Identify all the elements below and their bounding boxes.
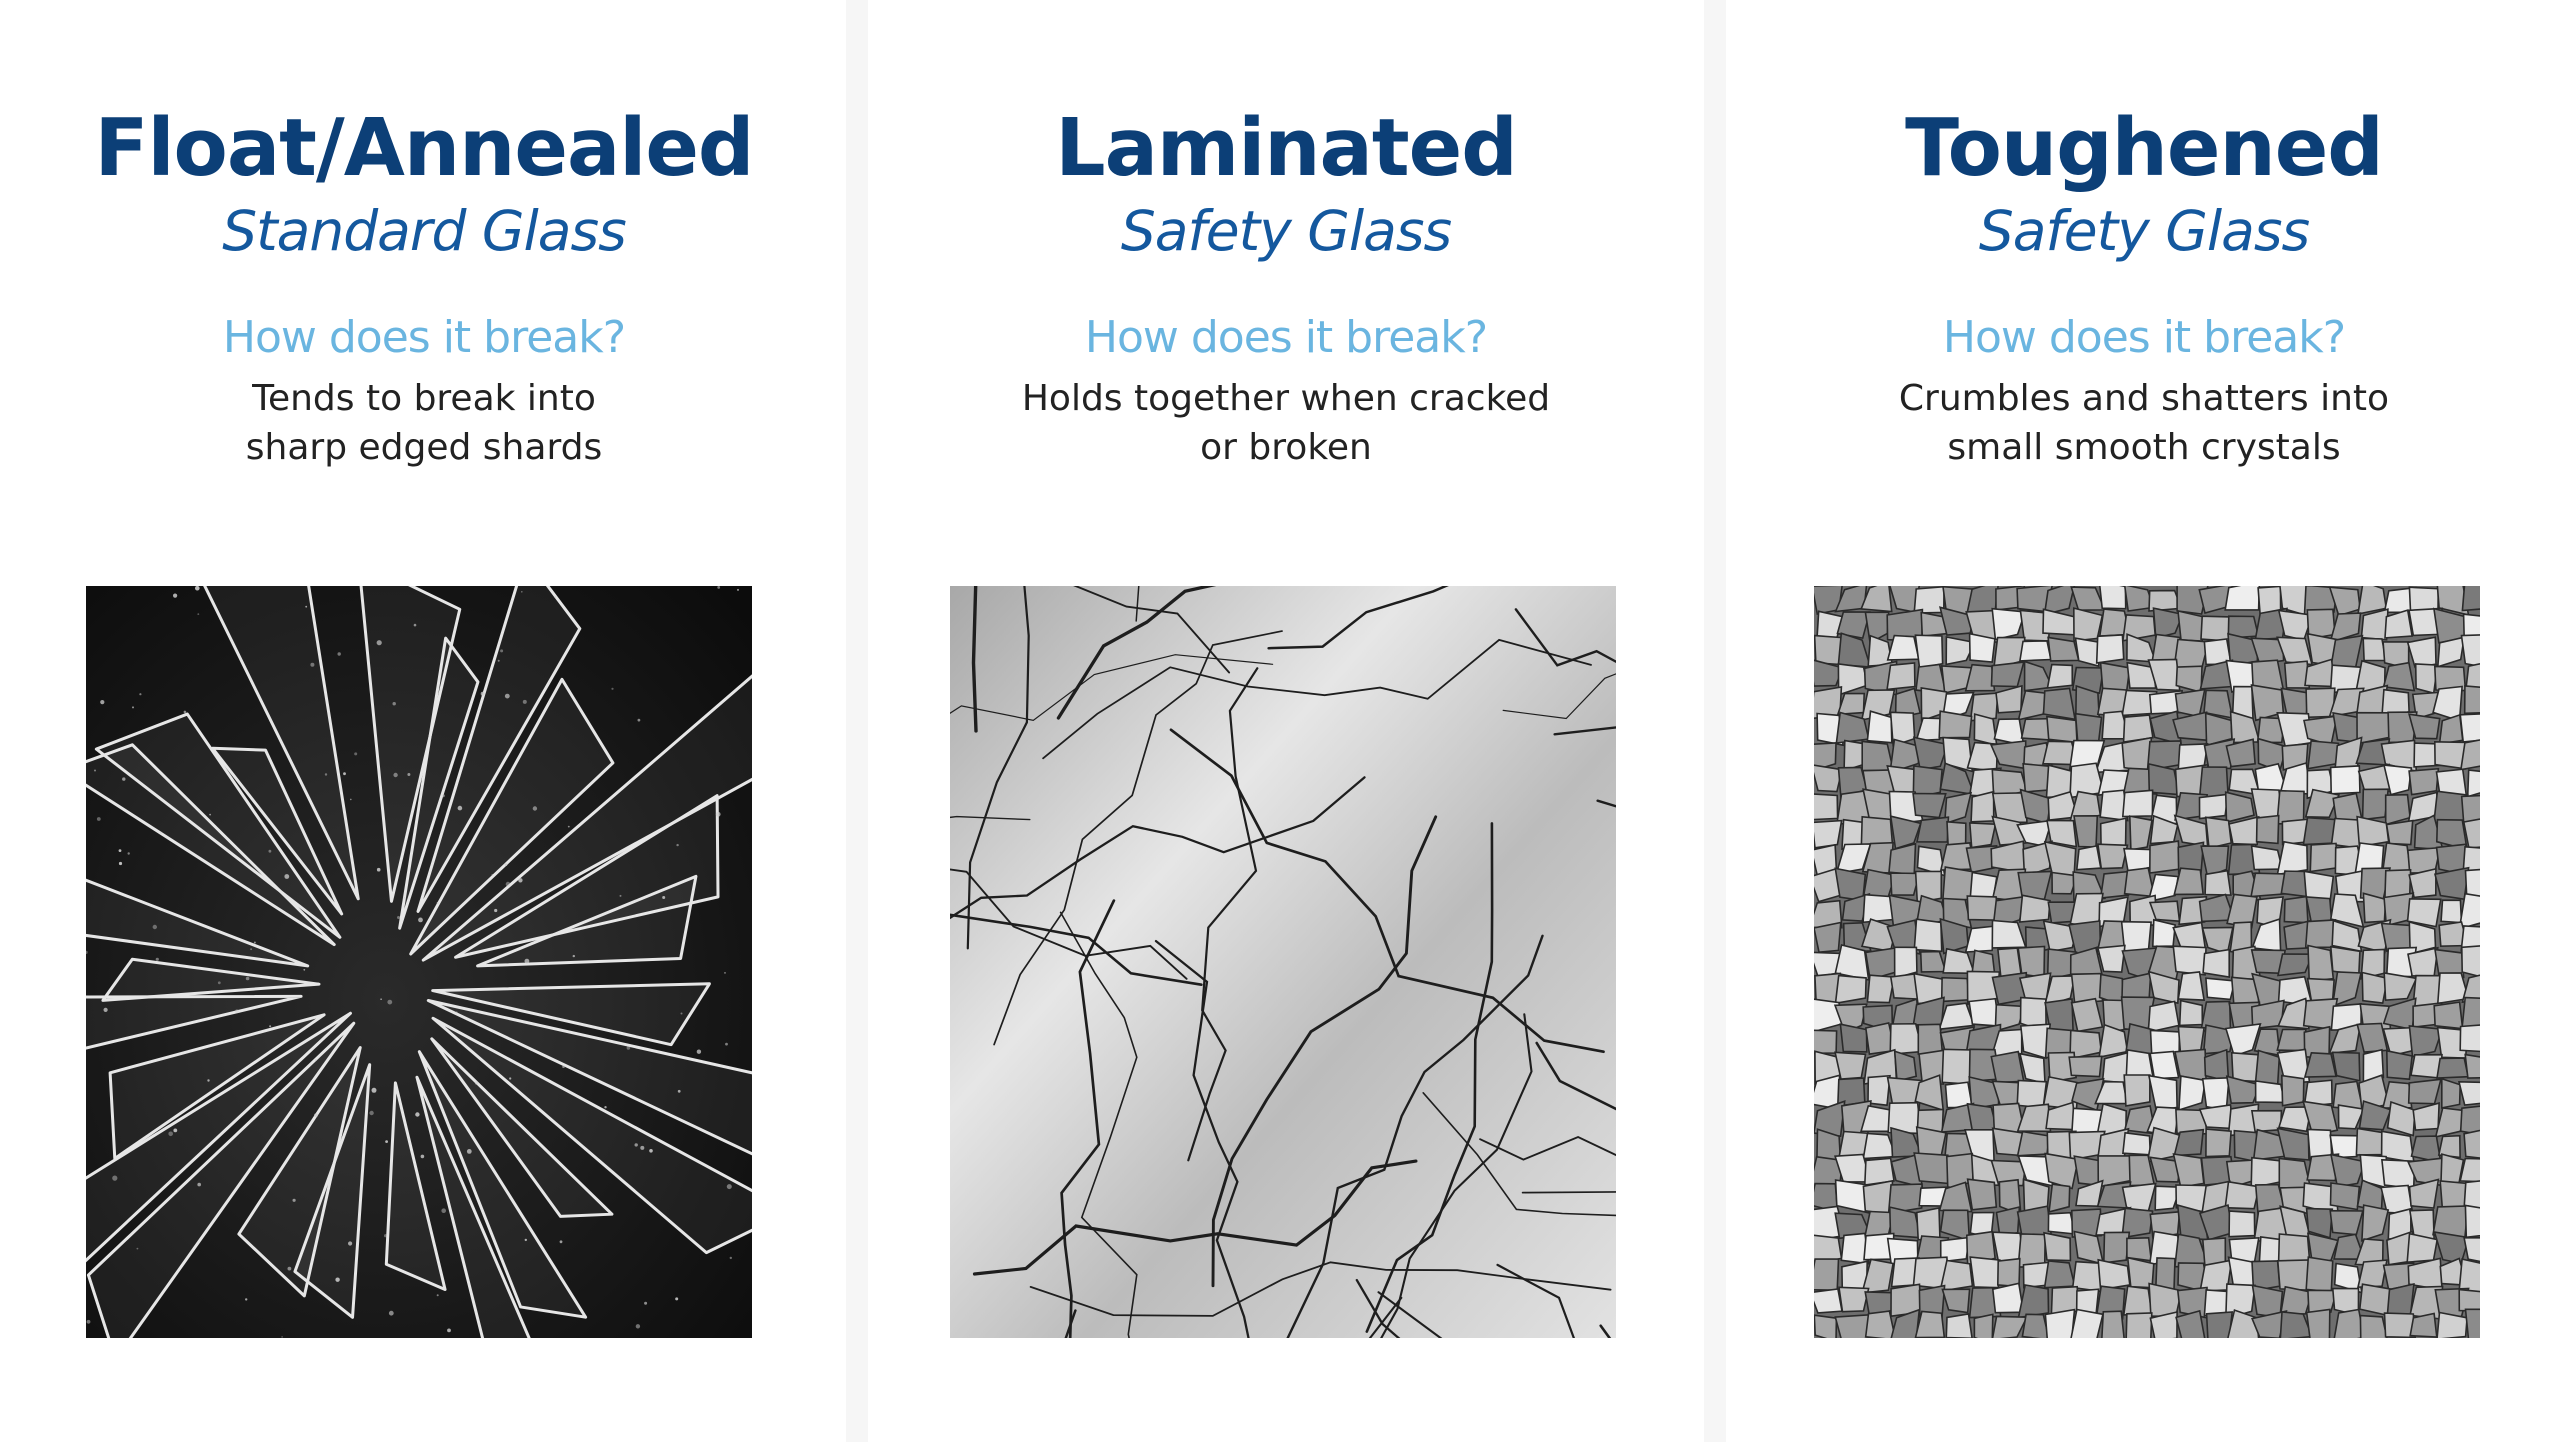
break-description-line: sharp edged shards (245, 427, 603, 468)
shattered-glass-shards-icon (86, 586, 752, 1338)
laminated-column: Laminated Safety Glass How does it break… (868, 0, 1704, 1442)
break-question: How does it break? (222, 312, 626, 363)
float-annealed-column: Float/Annealed Standard Glass How does i… (6, 0, 842, 1442)
break-question: How does it break? (1942, 312, 2346, 363)
column-title: Toughened (1905, 102, 2384, 194)
column-title: Float/Annealed (94, 102, 755, 194)
column-subtitle: Safety Glass (1120, 199, 1452, 263)
column-divider (846, 0, 868, 1442)
break-description-line: Tends to break into (252, 378, 596, 419)
break-description-line: or broken (1200, 427, 1372, 468)
crumbled-toughened-glass-icon (1814, 586, 2480, 1338)
cracked-laminated-glass-icon (950, 586, 1616, 1338)
toughened-column: Toughened Safety Glass How does it break… (1726, 0, 2560, 1442)
break-description: Crumbles and shatters into small smooth … (1726, 374, 2560, 472)
break-question: How does it break? (1084, 312, 1488, 363)
break-description-line: Crumbles and shatters into (1898, 378, 2390, 419)
break-description: Tends to break into sharp edged shards (6, 374, 842, 472)
break-description-line: small smooth crystals (1947, 427, 2341, 468)
break-description: Holds together when cracked or broken (868, 374, 1704, 472)
column-title: Laminated (1055, 102, 1518, 194)
column-subtitle: Standard Glass (222, 199, 627, 263)
break-description-line: Holds together when cracked (1021, 378, 1551, 419)
column-divider (1704, 0, 1726, 1442)
column-subtitle: Safety Glass (1978, 199, 2310, 263)
